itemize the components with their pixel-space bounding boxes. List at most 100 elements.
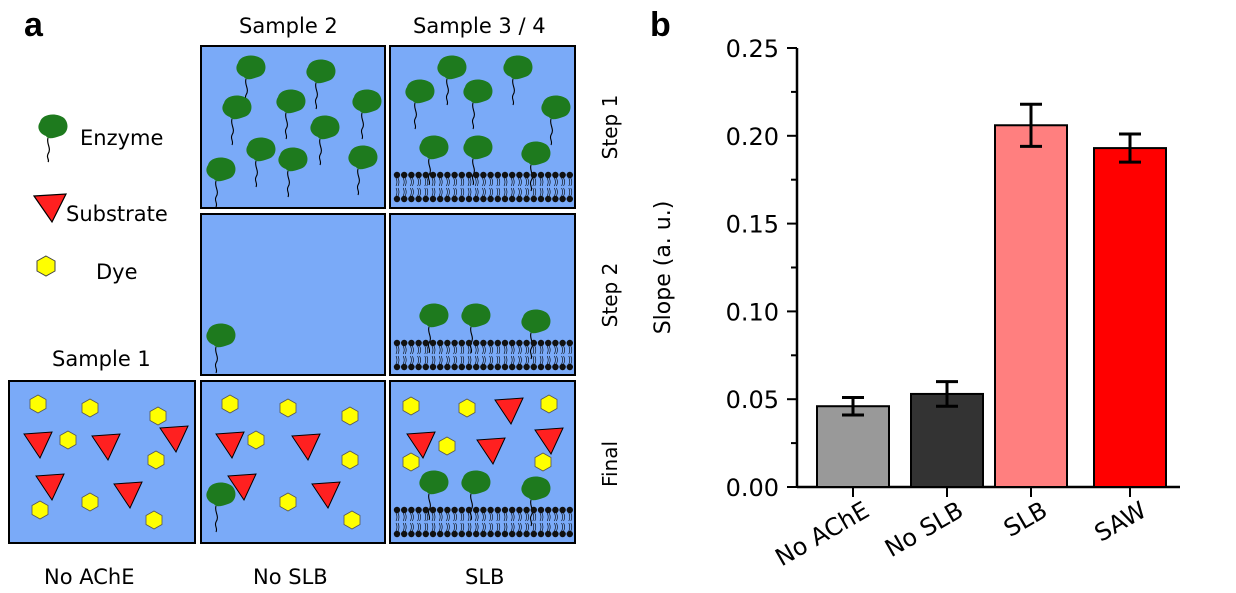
enzyme-icon	[38, 114, 68, 163]
dye-hexagon-icon	[29, 394, 47, 414]
row-label-step1: Step 1	[598, 94, 622, 160]
column-header-sample-3-4: Sample 3 / 4	[413, 14, 546, 38]
substrate-triangle-icon	[32, 193, 68, 224]
enzyme-icon	[521, 141, 551, 192]
substrate-triangle-icon	[23, 431, 53, 460]
enzymes-layer	[206, 55, 382, 208]
y-tick-label: 0.15	[726, 211, 779, 239]
dye-hexagon-icon	[59, 430, 77, 450]
cell-sample34-step2	[389, 213, 576, 376]
y-tick-label: 0.20	[726, 123, 779, 151]
dye-hexagon-icon	[149, 406, 167, 426]
dye-hexagon-icon	[402, 396, 420, 416]
dye-hexagon-icon	[341, 406, 359, 426]
enzyme-icon	[437, 55, 467, 106]
bottom-label-slb: SLB	[465, 565, 505, 589]
dye-hexagon-icon	[534, 452, 552, 472]
dye-substrate-bilayer-layer	[393, 394, 573, 538]
dye-hexagon-icon	[279, 492, 297, 512]
enzyme-icon	[206, 323, 236, 374]
dye-hexagon-icon	[81, 492, 99, 512]
column-header-sample-2: Sample 2	[239, 14, 338, 38]
legend: Enzyme Substrate Dye	[28, 110, 198, 290]
substrate-triangle-icon	[291, 433, 321, 462]
enzyme-icon	[541, 95, 571, 146]
enzyme-icon	[419, 470, 449, 521]
dye-hexagon-icon	[540, 394, 558, 414]
substrate-triangle-icon	[35, 473, 65, 502]
row-label-step2: Step 2	[598, 262, 622, 328]
dye-hexagon-icon	[81, 398, 99, 418]
enzyme-icon	[348, 145, 378, 196]
lipid-bilayer	[393, 506, 573, 538]
dye-hexagon-icon	[145, 510, 163, 530]
bar	[994, 124, 1068, 488]
enzyme-icon	[521, 476, 551, 527]
substrate-triangle-icon	[406, 431, 436, 460]
enzyme-icon	[310, 115, 340, 166]
enzyme-icon	[503, 55, 533, 106]
panel-a-letter: a	[24, 6, 43, 44]
substrate-triangle-icon	[227, 473, 257, 502]
x-tick-label: SAW	[1090, 496, 1151, 548]
enzymes-bilayer-layer	[393, 55, 573, 203]
cell-sample2-final	[200, 380, 386, 544]
bar	[1093, 147, 1167, 488]
substrate-triangle-icon	[91, 433, 121, 462]
substrate-triangle-icon	[476, 437, 506, 466]
substrate-triangle-icon	[534, 427, 564, 456]
y-tick-label: 0.00	[726, 474, 779, 502]
legend-substrate-label: Substrate	[66, 202, 168, 226]
enzyme-icon	[463, 79, 493, 130]
enzyme-icon	[419, 135, 449, 186]
cell-sample34-final	[389, 380, 576, 544]
lipid-bilayer	[393, 171, 573, 203]
dye-hexagon-icon	[438, 436, 456, 456]
enzyme-icon	[222, 95, 252, 146]
row-label-final: Final	[598, 440, 622, 488]
bottom-label-no-ache: No AChE	[44, 565, 135, 589]
dye-hexagon-icon	[221, 394, 239, 414]
enzyme-icon	[405, 79, 435, 130]
legend-enzyme-label: Enzyme	[80, 126, 164, 150]
y-tick-label: 0.05	[726, 386, 779, 414]
panel-b-letter: b	[650, 6, 671, 44]
substrate-triangle-icon	[311, 481, 341, 510]
enzyme-icon	[352, 89, 382, 140]
dye-hexagon-icon	[402, 452, 420, 472]
dye-hexagon-icon	[36, 255, 56, 277]
bar	[816, 405, 890, 488]
x-tick-label: SLB	[999, 496, 1052, 543]
bar	[910, 392, 984, 489]
enzymes-bilayer-layer	[393, 303, 573, 371]
y-tick-label: 0.25	[726, 35, 779, 63]
x-tick-label: No AChE	[770, 496, 874, 572]
cell-sample1-final	[8, 380, 196, 544]
enzyme-icon	[206, 157, 236, 208]
substrate-triangle-icon	[159, 425, 189, 454]
substrate-triangle-icon	[113, 481, 143, 510]
substrate-triangle-icon	[215, 431, 245, 460]
y-axis-label: Slope (a. u.)	[651, 201, 676, 335]
enzymes-layer	[206, 323, 236, 374]
column-header-sample-1: Sample 1	[52, 347, 151, 371]
bottom-label-no-slb: No SLB	[253, 565, 328, 589]
bar-chart: 0.00 0.05 0.10 0.15 0.20 0.25 Slope (a. u.) No …	[651, 35, 1180, 572]
dye-substrate-layer	[206, 394, 361, 533]
x-tick-label: No SLB	[880, 496, 968, 563]
enzyme-icon	[246, 137, 276, 188]
cell-sample2-step1	[200, 45, 386, 209]
dye-hexagon-icon	[31, 500, 49, 520]
cell-sample34-step1	[389, 45, 576, 209]
cell-sample2-step2	[200, 213, 386, 376]
y-tick-label: 0.10	[726, 298, 779, 326]
enzyme-icon	[276, 89, 306, 140]
dye-hexagon-icon	[343, 510, 361, 530]
dye-hexagon-icon	[341, 450, 359, 470]
enzyme-icon	[419, 303, 449, 354]
legend-dye-label: Dye	[96, 260, 138, 284]
dye-hexagon-icon	[247, 430, 265, 450]
dye-hexagon-icon	[458, 398, 476, 418]
enzyme-icon	[521, 309, 551, 360]
dye-hexagon-icon	[279, 398, 297, 418]
